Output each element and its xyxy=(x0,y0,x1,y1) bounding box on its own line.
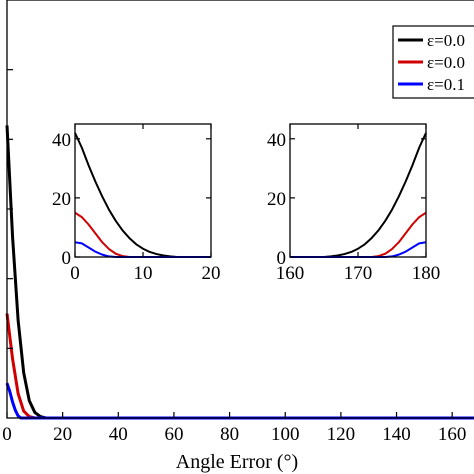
x-tick-label: 100 xyxy=(271,424,300,445)
inset-plot-left: 0 10 20 0 20 40 xyxy=(52,123,221,284)
series-line-0 xyxy=(74,132,211,258)
x-axis-label: Angle Error (°) xyxy=(176,451,298,473)
y-tick-label: 40 xyxy=(267,130,286,151)
y-tick-label: 20 xyxy=(267,189,286,210)
y-tick-label: 20 xyxy=(52,189,71,210)
x-tick-label: 80 xyxy=(220,424,239,445)
legend: ε=0.0 ε=0.0 ε=0.1 xyxy=(392,25,474,99)
x-tick-label: 60 xyxy=(164,424,183,445)
legend-label: ε=0.0 xyxy=(427,31,465,50)
x-tick-label: 140 xyxy=(382,424,411,445)
x-tick-label: 160 xyxy=(438,424,467,445)
y-tick-label: 40 xyxy=(52,130,71,151)
x-tick-label: 20 xyxy=(202,263,221,284)
x-tick-label: 170 xyxy=(344,263,373,284)
inset-plot-right: 160 170 180 0 20 40 xyxy=(267,123,441,284)
series-line-0 xyxy=(290,132,427,258)
legend-label: ε=0.1 xyxy=(427,75,465,94)
x-tick-label: 160 xyxy=(276,263,305,284)
x-tick-label: 0 xyxy=(70,263,80,284)
x-tick-label: 180 xyxy=(412,263,441,284)
x-tick-label: 0 xyxy=(2,424,12,445)
legend-label: ε=0.0 xyxy=(427,53,465,72)
x-tick-label: 120 xyxy=(327,424,356,445)
x-tick-label: 20 xyxy=(53,424,72,445)
x-tick-label: 10 xyxy=(134,263,153,284)
x-tick-label: 40 xyxy=(109,424,128,445)
y-tick-label: 0 xyxy=(62,248,72,269)
plot-area xyxy=(290,124,426,257)
plot-area xyxy=(75,124,211,257)
y-tick-label: 0 xyxy=(277,248,287,269)
